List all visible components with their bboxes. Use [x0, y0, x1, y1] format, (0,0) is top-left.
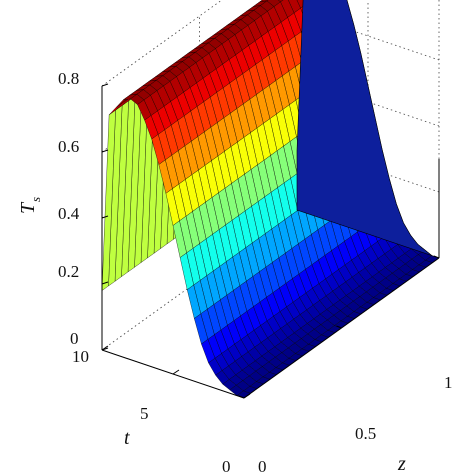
t-tick-label: 0	[222, 457, 231, 474]
z-tick-label: 0.6	[58, 137, 79, 156]
surface-front-face	[296, 0, 440, 259]
z-tick-mark	[101, 149, 109, 153]
t-tick-mark	[243, 393, 251, 399]
z-tick-mark	[101, 83, 109, 87]
axis-labels: T s t z	[17, 197, 406, 474]
zcoord-tick-mark	[238, 395, 245, 399]
z-axis-label: z	[397, 453, 406, 474]
t-tick-mark	[101, 345, 109, 351]
z-tick-mark	[101, 215, 109, 219]
t-tick-label: 5	[140, 404, 149, 423]
z-coordinate-ticks: 0 0.5 1	[258, 373, 453, 474]
surface-patch	[277, 0, 284, 3]
t-axis-label: t	[124, 427, 130, 449]
z-tick-mark	[101, 281, 109, 285]
zcoord-tick-label: 1	[444, 373, 453, 392]
z-tick-label: 0.2	[58, 262, 79, 281]
z-tick-label: 0	[70, 329, 79, 348]
axes-frame	[101, 83, 440, 399]
zcoord-tick-label: 0	[258, 457, 267, 474]
ts-axis-label: T	[17, 201, 39, 214]
z-tick-label: 0.8	[58, 69, 79, 88]
surface-mesh	[101, 0, 440, 399]
z-axis-ticks: 0.8 0.6 0.4 0.2 0	[58, 69, 80, 348]
t-axis-ticks: 10 5 0	[72, 347, 231, 474]
zcoord-tick-label: 0.5	[355, 424, 376, 443]
t-tick-label: 10	[72, 347, 89, 366]
zcoord-tick-mark	[336, 325, 342, 329]
zcoord-tick-mark	[433, 255, 440, 259]
z-tick-label: 0.4	[58, 204, 80, 223]
ts-axis-label-sub: s	[28, 197, 43, 202]
t-tick-mark	[172, 369, 180, 375]
